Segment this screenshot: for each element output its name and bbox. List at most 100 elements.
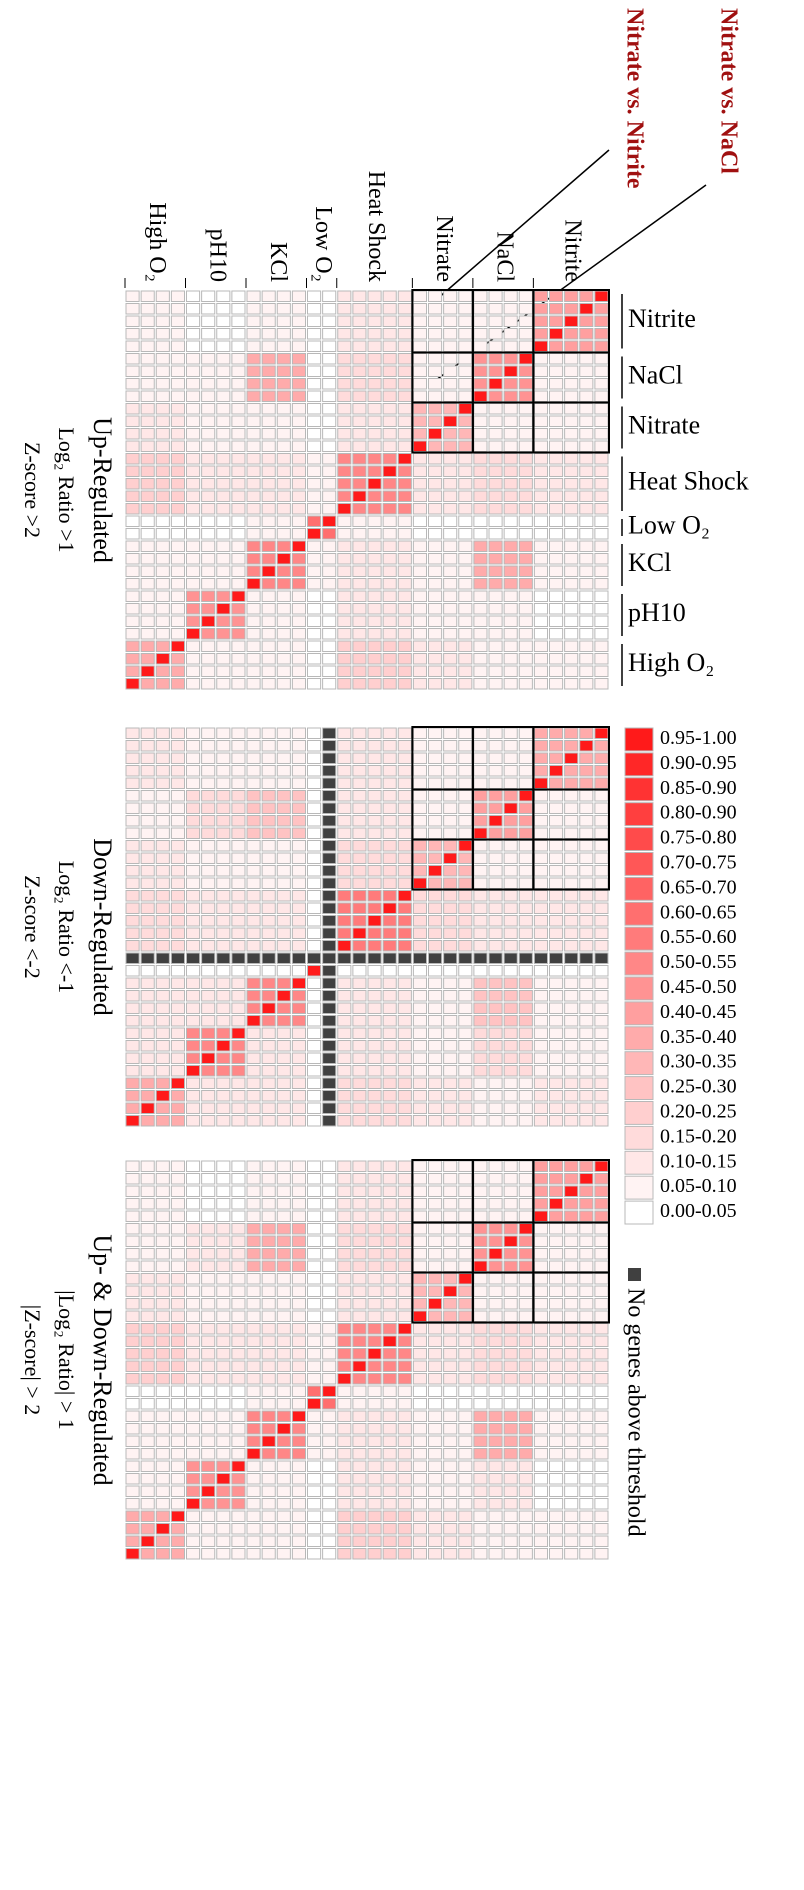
heatmap-cell [412,1077,427,1089]
heatmap-cell [367,1385,382,1397]
heatmap-cell [533,777,548,789]
heatmap-cell [216,1185,231,1197]
heatmap-cell [594,1090,609,1102]
heatmap-cell [594,727,609,739]
heatmap-cell [518,1523,533,1535]
heatmap-cell [549,540,564,552]
heatmap-cell [518,328,533,340]
heatmap-cell [473,815,488,827]
heatmap-cell [564,915,579,927]
heatmap-cell [291,515,306,527]
heatmap-cell [140,977,155,989]
heatmap-cell [367,1185,382,1197]
heatmap-cell [564,990,579,1002]
heatmap-cell [518,877,533,889]
heatmap-cell [261,990,276,1002]
heatmap-cell [518,790,533,802]
heatmap-cell [412,528,427,540]
heatmap-cell [216,503,231,515]
heatmap-cell [503,1298,518,1310]
heatmap-cell [170,1223,185,1235]
heatmap-cell [473,1115,488,1127]
heatmap-cell [322,290,337,302]
heatmap-cell [397,1498,412,1510]
heatmap-cell [518,1065,533,1077]
heatmap-cell [458,877,473,889]
heatmap-cell [488,827,503,839]
heatmap-cell [412,478,427,490]
heatmap-cell [488,540,503,552]
heatmap-cell [594,1223,609,1235]
heatmap-cell [170,1385,185,1397]
heatmap-cell [125,1398,140,1410]
heatmap-cell [276,940,291,952]
heatmap-cell [579,578,594,590]
heatmap-cell [291,1040,306,1052]
heatmap-cell [579,1385,594,1397]
heatmap-cell [533,840,548,852]
heatmap-cell [397,815,412,827]
heatmap-cell [125,815,140,827]
heatmap-cell [276,977,291,989]
heatmap-cell [428,440,443,452]
heatmap-cell [125,365,140,377]
heatmap-cell [216,1398,231,1410]
heatmap-cell [140,1485,155,1497]
heatmap-cell [443,840,458,852]
heatmap-cell [564,977,579,989]
heatmap-cell [503,340,518,352]
heatmap-cell [291,1373,306,1385]
heatmap-cell [307,378,322,390]
heatmap-cell [291,1002,306,1014]
heatmap-cell [518,453,533,465]
heatmap-cell [322,440,337,452]
heatmap-cell [443,915,458,927]
heatmap-cell [140,927,155,939]
heatmap-cell [216,1535,231,1547]
heatmap-cell [140,490,155,502]
heatmap-cell [564,590,579,602]
heatmap-cell [458,1115,473,1127]
heatmap-cell [186,640,201,652]
heatmap-cell [488,478,503,490]
heatmap-cell [337,1173,352,1185]
heatmap-cell [261,890,276,902]
heatmap-cell [367,503,382,515]
heatmap-cell [382,453,397,465]
heatmap-cell [488,1323,503,1335]
heatmap-cell [594,1548,609,1560]
heatmap-cell [140,478,155,490]
heatmap-cell [397,678,412,690]
heatmap-cell [503,403,518,415]
heatmap-cell [337,1535,352,1547]
heatmap-cell [533,1285,548,1297]
heatmap-cell [201,1198,216,1210]
heatmap-cell [397,977,412,989]
heatmap-cell [155,340,170,352]
heatmap-cell [397,565,412,577]
heatmap-cell [579,1210,594,1222]
heatmap-cell [216,790,231,802]
heatmap-cell [367,378,382,390]
heatmap-cell [518,1077,533,1089]
heatmap-cell [518,1173,533,1185]
heatmap-cell [186,440,201,452]
legend-swatch [624,727,654,752]
heatmap-cell [397,1448,412,1460]
heatmap-cell [443,827,458,839]
heatmap-cell [186,365,201,377]
heatmap-cell [594,1065,609,1077]
heatmap-cell [382,503,397,515]
heatmap-cell [594,453,609,465]
heatmap-cell [397,952,412,964]
heatmap-cell [170,378,185,390]
heatmap-cell [291,1077,306,1089]
heatmap-cell [186,1535,201,1547]
heatmap-cell [231,628,246,640]
heatmap-cell [352,315,367,327]
heatmap-cell [397,1523,412,1535]
heatmap-cell [412,653,427,665]
heatmap-cell [473,977,488,989]
heatmap-cell [533,1535,548,1547]
heatmap-cell [518,553,533,565]
